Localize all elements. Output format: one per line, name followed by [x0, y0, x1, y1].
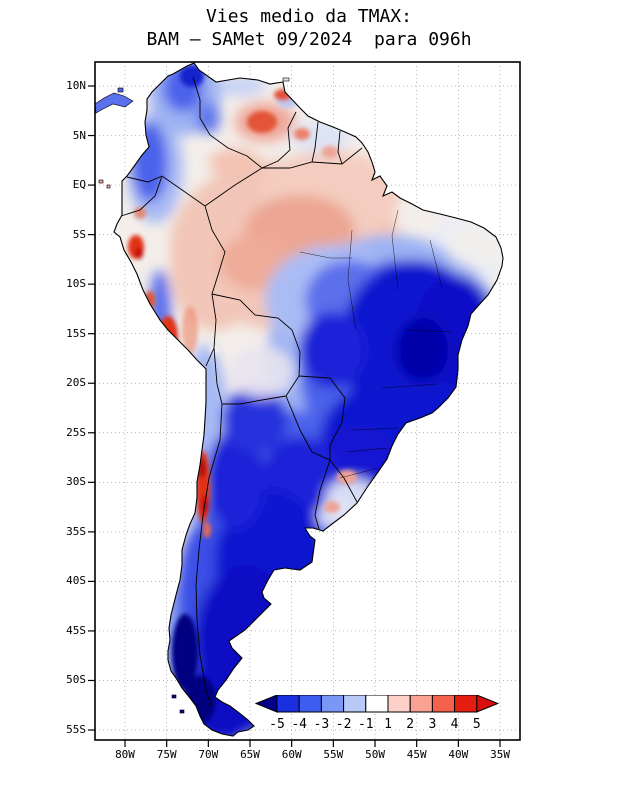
lat-tick-25S: 25S	[66, 425, 86, 439]
lat-tick-10S: 10S	[66, 277, 86, 291]
title-line-2: BAM – SAMet 09/2024 para 096h	[146, 29, 472, 50]
lon-tick-45W: 45W	[406, 748, 427, 761]
lon-tick-55W: 55W	[323, 748, 344, 761]
lon-tick-35W: 35W	[490, 748, 510, 761]
colorbar-label--2: -2	[336, 717, 352, 732]
map-frame	[94, 61, 521, 741]
title-line-1: Vies medio da TMAX:	[206, 6, 412, 27]
colorbar-arrow-left	[254, 694, 278, 713]
state-borders	[299, 209, 453, 479]
lat-tick-50S: 50S	[66, 673, 86, 687]
colorbar-label--3: -3	[314, 717, 330, 732]
colorbar-segment-2	[320, 694, 345, 713]
lon-tick-40W: 40W	[448, 748, 469, 761]
panama-coast	[94, 92, 134, 114]
colorbar-label-5: 5	[473, 717, 481, 732]
lat-tick-EQ: EQ	[72, 178, 86, 192]
lat-tick-5S: 5S	[72, 227, 86, 241]
colorbar-segment-6	[409, 694, 433, 713]
colorbar-label-3: 3	[428, 717, 436, 732]
lat-tick-5N: 5N	[72, 128, 86, 142]
lon-tick-80W: 80W	[115, 748, 135, 761]
lat-tick-15S: 15S	[66, 326, 86, 340]
lat-tick-20S: 20S	[66, 376, 86, 390]
colorbar-label-4: 4	[451, 717, 459, 732]
colorbar-label--5: -5	[269, 717, 285, 732]
colorbar-segment-0	[276, 694, 300, 713]
colorbar: -5 -4 -3 -2 -1 1 2 3 4 5	[254, 694, 500, 732]
colorbar-arrow-right	[476, 694, 500, 713]
lat-tick-55S: 55S	[66, 723, 86, 737]
country-borders	[120, 76, 363, 707]
lon-tick-75W: 75W	[156, 748, 177, 761]
bias-field	[114, 63, 503, 736]
coastline	[113, 62, 504, 737]
colorbar-segment-7	[431, 694, 456, 713]
colorbar-segment-1	[298, 694, 322, 713]
colorbar-label-2: 2	[406, 717, 414, 732]
islands	[94, 77, 290, 714]
lat-tick-35S: 35S	[66, 524, 86, 538]
lon-tick-70W: 70W	[198, 748, 219, 761]
colorbar-segment-4	[365, 694, 389, 713]
lon-tick-50W: 50W	[365, 748, 385, 761]
lon-tick-60W: 60W	[281, 748, 302, 761]
colorbar-host: -5 -4 -3 -2 -1 1 2 3 4 5	[254, 694, 501, 735]
colorbar-segment-5	[387, 694, 411, 713]
colorbar-label-1: 1	[384, 717, 392, 732]
lat-tick-45S: 45S	[66, 623, 86, 637]
axis-ticks	[88, 85, 501, 747]
lat-tick-40S: 40S	[66, 574, 86, 588]
lon-tick-65W: 65W	[240, 748, 260, 761]
colorbar-segment-3	[343, 694, 367, 713]
chart-title: Vies medio da TMAX: BAM – SAMet 09/2024 …	[0, 5, 618, 51]
lat-tick-30S: 30S	[66, 475, 86, 489]
colorbar-label--4: -4	[291, 717, 307, 732]
colorbar-segment-8	[454, 694, 478, 713]
colorbar-label--1: -1	[358, 717, 374, 732]
lat-tick-10N: 10N	[66, 79, 86, 92]
